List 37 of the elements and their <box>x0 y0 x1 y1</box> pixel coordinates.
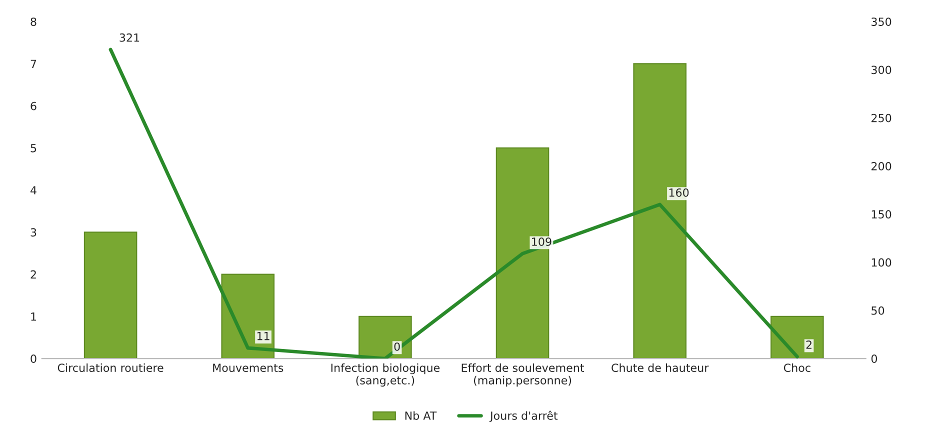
y-tick-label: 2 <box>30 270 36 279</box>
line-series <box>108 48 799 359</box>
bar <box>358 316 412 359</box>
x-tick-label: Mouvements <box>213 364 284 372</box>
x-tick-label: Chute de hauteur <box>612 363 709 372</box>
y-tick-label: 5 <box>30 144 36 152</box>
y-tick-label: 0 <box>30 354 36 363</box>
y2-tick-label: 0 <box>871 354 878 363</box>
data-label: 109 <box>532 238 552 246</box>
y2-tick-label: 350 <box>872 18 892 26</box>
y2-tick-label: 200 <box>872 162 892 170</box>
x-tick-label: Effort de soulevement (manip.personne) <box>462 363 584 387</box>
y2-tick-label: 100 <box>872 258 892 267</box>
bar <box>84 232 138 359</box>
data-label: 160 <box>669 188 689 197</box>
y-tick-label: 3 <box>30 228 36 237</box>
bar <box>496 147 550 359</box>
y-tick-label: 4 <box>30 186 36 194</box>
legend-label: Nb AT <box>405 411 437 420</box>
x-tick-label: Choc <box>784 363 810 372</box>
y-tick-label: 6 <box>30 102 36 110</box>
y-tick-label: 1 <box>31 312 36 321</box>
bar <box>221 274 275 359</box>
data-label: 2 <box>806 340 812 349</box>
legend-label: Jours d'arrêt <box>489 410 558 422</box>
y2-tick-label: 300 <box>872 66 892 74</box>
y-tick-label: 7 <box>30 60 36 68</box>
x-tick-label: Infection biologique (sang,etc.) <box>331 363 440 387</box>
data-label: 11 <box>257 332 270 340</box>
y-tick-label: 8 <box>30 18 36 26</box>
data-label: 0 <box>394 342 400 351</box>
bar <box>770 316 824 359</box>
y2-tick-label: 150 <box>872 210 892 219</box>
y2-tick-label: 50 <box>872 306 884 315</box>
x-tick-label: Circulation routiere <box>58 363 164 372</box>
data-label: 321 <box>120 33 140 42</box>
y2-tick-label: 250 <box>872 114 892 122</box>
